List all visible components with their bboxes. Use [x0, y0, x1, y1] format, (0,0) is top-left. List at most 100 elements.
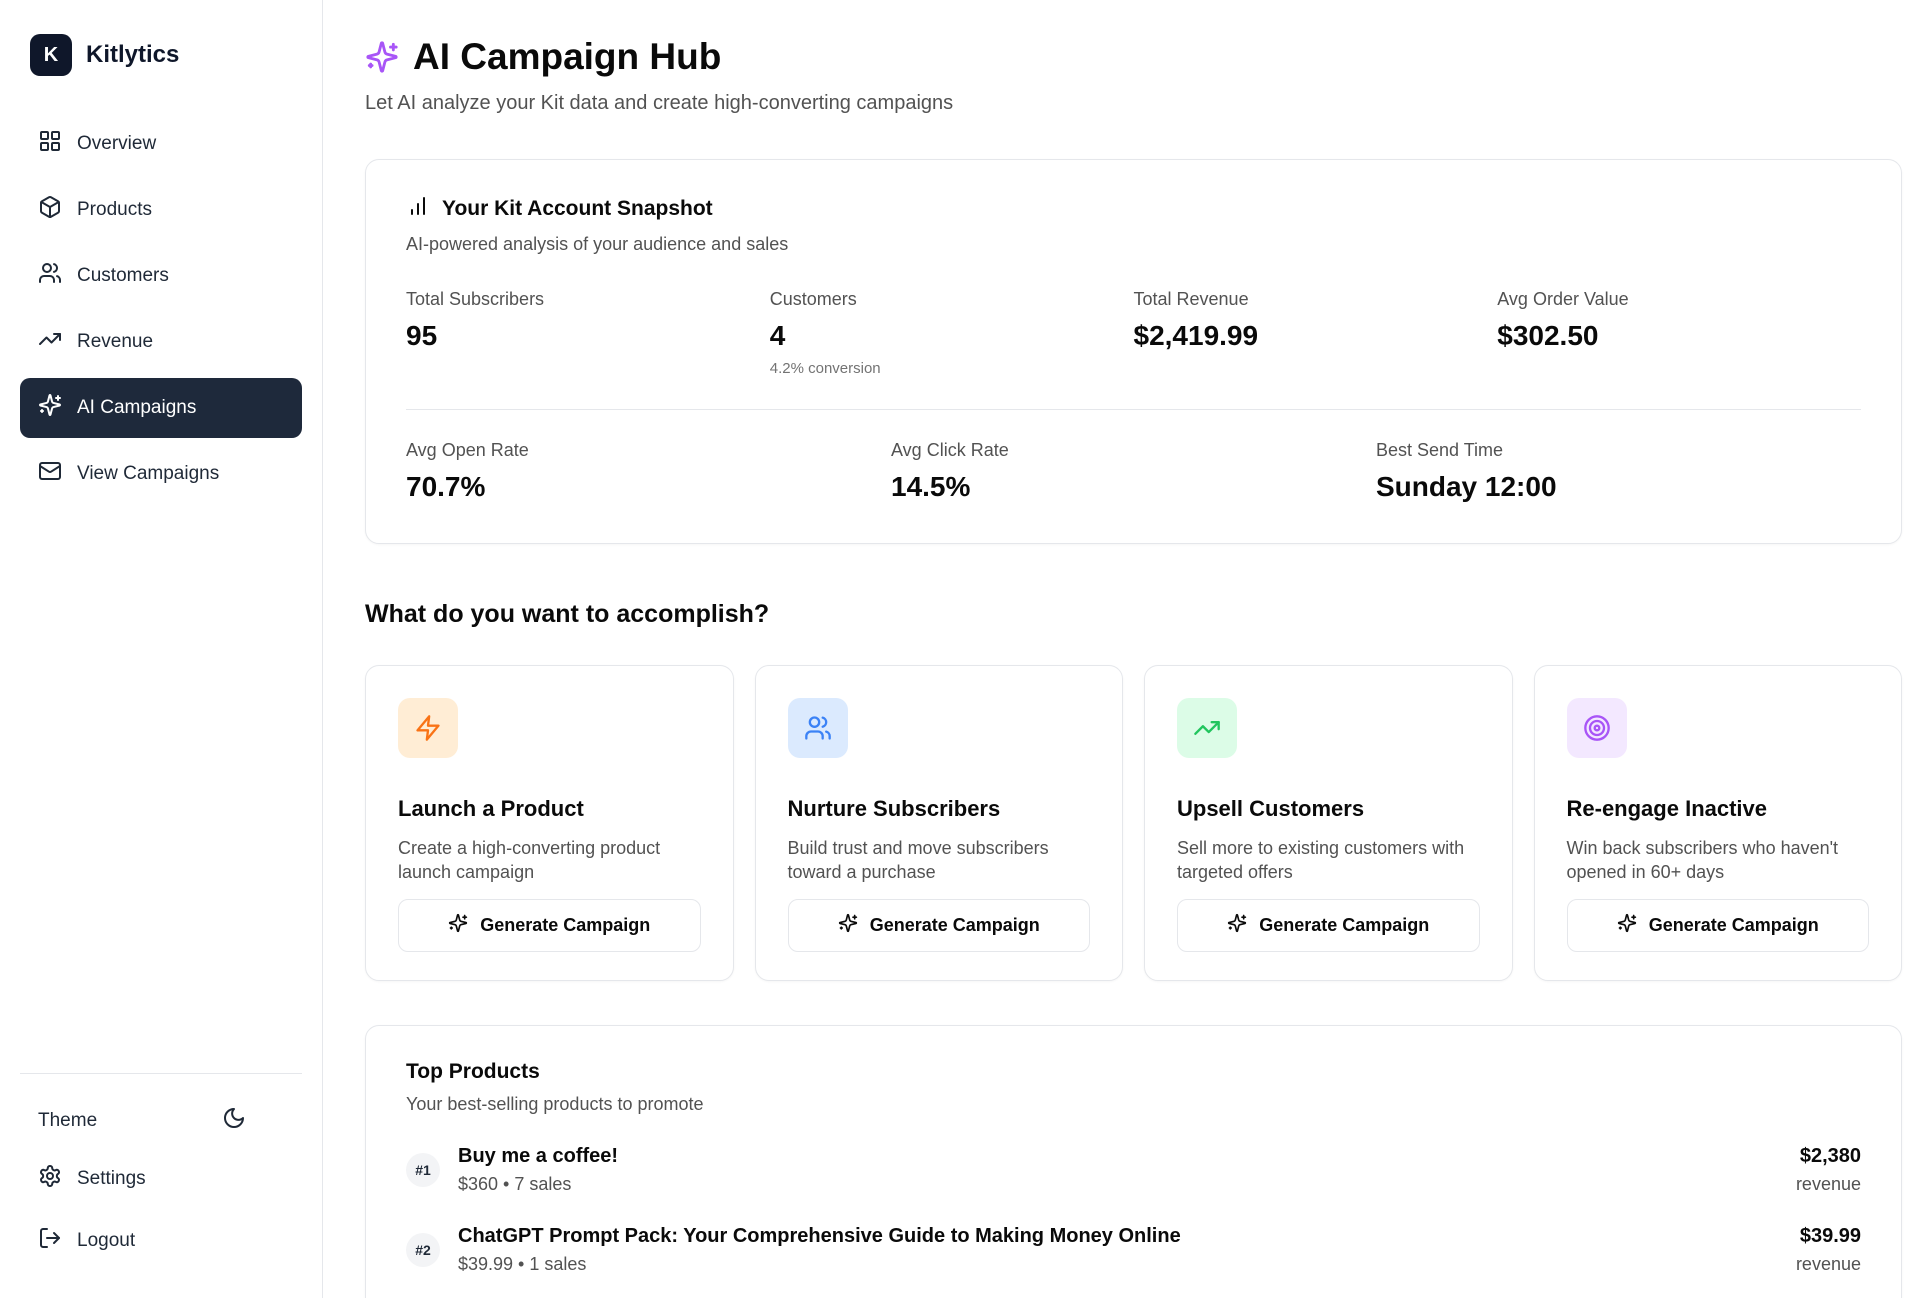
goal-title: Launch a Product — [398, 796, 584, 821]
snapshot-subtitle: AI-powered analysis of your audience and… — [406, 234, 789, 254]
stat-label: Total Subscribers — [406, 289, 545, 309]
sidebar-footer: Theme Settings Logout — [20, 1073, 302, 1270]
settings-label: Settings — [77, 1168, 146, 1189]
moon-icon — [222, 1106, 246, 1136]
product-info: ChatGPT Prompt Pack: Your Comprehensive … — [458, 1225, 1778, 1275]
snapshot-title: Your Kit Account Snapshot — [406, 194, 1861, 224]
sidebar-item-products[interactable]: Products — [20, 180, 302, 240]
generate-campaign-label: Generate Campaign — [1259, 915, 1430, 935]
mail-icon — [38, 459, 62, 489]
logout-button[interactable]: Logout — [20, 1212, 302, 1270]
users-icon — [787, 698, 848, 758]
stat-label: Best Send Time — [1376, 440, 1504, 460]
stat-value: $302.50 — [1497, 320, 1599, 351]
snapshot-title-text: Your Kit Account Snapshot — [442, 197, 713, 220]
product-meta: $39.99 • 1 sales — [458, 1254, 587, 1274]
sidebar-item-label: Revenue — [77, 331, 154, 352]
stat-label: Total Revenue — [1133, 289, 1249, 309]
rank-badge: #2 — [406, 1233, 440, 1267]
sidebar-item-ai-campaigns[interactable]: AI Campaigns — [20, 378, 302, 438]
top-products-title: Top Products — [406, 1060, 540, 1083]
sidebar-item-overview[interactable]: Overview — [20, 114, 302, 174]
stat-value: 4 — [769, 320, 786, 351]
product-name: Buy me a coffee! — [458, 1145, 619, 1167]
stat-value: Sunday 12:00 — [1376, 471, 1557, 502]
stat-customers: Customers 4 4.2% conversion — [770, 289, 1134, 377]
stat-label: Avg Open Rate — [406, 440, 529, 460]
stat-value: 14.5% — [891, 471, 971, 502]
theme-row: Theme — [20, 1096, 302, 1146]
account-snapshot-card: Your Kit Account Snapshot AI-powered ana… — [365, 159, 1902, 544]
generate-campaign-button[interactable]: Generate Campaign — [1566, 899, 1869, 952]
sidebar-item-revenue[interactable]: Revenue — [20, 312, 302, 372]
goal-description: Create a high-converting product launch … — [398, 838, 661, 883]
stat-total-revenue: Total Revenue $2,419.99 — [1134, 289, 1498, 377]
goal-card-launch-product: Launch a Product Create a high-convertin… — [365, 665, 734, 981]
sidebar-item-label: Overview — [77, 133, 157, 154]
sidebar-item-label: AI Campaigns — [77, 397, 197, 418]
trending-up-icon — [1177, 698, 1237, 758]
sidebar-nav: Overview Products Customers Revenue AI C… — [20, 114, 302, 1073]
goal-card-reengage-inactive: Re-engage Inactive Win back subscribers … — [1533, 665, 1902, 981]
brand: K Kitlytics — [20, 30, 302, 82]
gear-icon — [38, 1164, 62, 1194]
sparkles-icon — [448, 913, 468, 938]
package-icon — [38, 195, 62, 225]
sidebar-item-label: View Campaigns — [77, 463, 220, 484]
sidebar-item-label: Customers — [77, 265, 169, 286]
top-products-subtitle: Your best-selling products to promote — [406, 1094, 704, 1114]
rank-badge: #1 — [406, 1153, 440, 1187]
generate-campaign-button[interactable]: Generate Campaign — [398, 899, 701, 952]
sidebar-item-label: Products — [77, 199, 152, 220]
generate-campaign-label: Generate Campaign — [1648, 915, 1819, 935]
snapshot-stats-row-2: Avg Open Rate 70.7% Avg Click Rate 14.5%… — [406, 440, 1861, 503]
stat-avg-order-value: Avg Order Value $302.50 — [1497, 289, 1861, 377]
snapshot-divider — [406, 409, 1861, 410]
zap-icon — [398, 698, 458, 758]
stat-best-send-time: Best Send Time Sunday 12:00 — [1376, 440, 1861, 503]
settings-button[interactable]: Settings — [20, 1150, 302, 1208]
goal-description: Build trust and move subscribers toward … — [787, 838, 1049, 883]
stat-label: Customers — [769, 289, 857, 309]
users-icon — [38, 261, 62, 291]
goal-title: Upsell Customers — [1177, 796, 1365, 821]
trending-up-icon — [38, 327, 62, 357]
product-row: #2 ChatGPT Prompt Pack: Your Comprehensi… — [406, 1225, 1861, 1275]
stat-value: 95 — [406, 320, 438, 351]
logout-label: Logout — [77, 1230, 136, 1251]
main-content: AI Campaign Hub Let AI analyze your Kit … — [323, 0, 1920, 1298]
sparkles-icon — [38, 393, 62, 423]
brand-logo: K — [30, 34, 72, 76]
theme-toggle[interactable] — [222, 1108, 248, 1134]
top-products-card: Top Products Your best-selling products … — [365, 1025, 1902, 1298]
brand-name: Kitlytics — [86, 41, 180, 68]
generate-campaign-button[interactable]: Generate Campaign — [1177, 899, 1480, 952]
goal-title: Nurture Subscribers — [787, 796, 1001, 821]
page-header: AI Campaign Hub Let AI analyze your Kit … — [365, 36, 1902, 115]
sidebar-item-view-campaigns[interactable]: View Campaigns — [20, 444, 302, 504]
stat-avg-click-rate: Avg Click Rate 14.5% — [891, 440, 1376, 503]
generate-campaign-label: Generate Campaign — [869, 915, 1040, 935]
product-info: Buy me a coffee! $360 • 7 sales — [458, 1145, 1778, 1195]
revenue-label: revenue — [1795, 1254, 1861, 1274]
goal-description: Win back subscribers who haven't opened … — [1566, 838, 1839, 883]
goal-description: Sell more to existing customers with tar… — [1177, 838, 1465, 883]
grid-icon — [38, 129, 62, 159]
page-title-text: AI Campaign Hub — [413, 36, 722, 77]
generate-campaign-button[interactable]: Generate Campaign — [787, 899, 1090, 952]
product-meta: $360 • 7 sales — [458, 1174, 572, 1194]
goal-card-nurture-subscribers: Nurture Subscribers Build trust and move… — [754, 665, 1123, 981]
generate-campaign-label: Generate Campaign — [480, 915, 651, 935]
sparkles-icon — [1617, 913, 1637, 938]
sidebar-item-customers[interactable]: Customers — [20, 246, 302, 306]
product-name: ChatGPT Prompt Pack: Your Comprehensive … — [458, 1225, 1181, 1247]
accomplish-heading: What do you want to accomplish? — [365, 600, 770, 628]
page-title: AI Campaign Hub — [365, 36, 1902, 78]
sidebar: K Kitlytics Overview Products Customers … — [0, 0, 323, 1298]
stat-total-subscribers: Total Subscribers 95 — [406, 289, 770, 377]
goal-card-upsell-customers: Upsell Customers Sell more to existing c… — [1144, 665, 1513, 981]
sparkles-icon — [838, 913, 858, 938]
goal-cards: Launch a Product Create a high-convertin… — [365, 665, 1902, 981]
revenue-label: revenue — [1795, 1174, 1861, 1194]
